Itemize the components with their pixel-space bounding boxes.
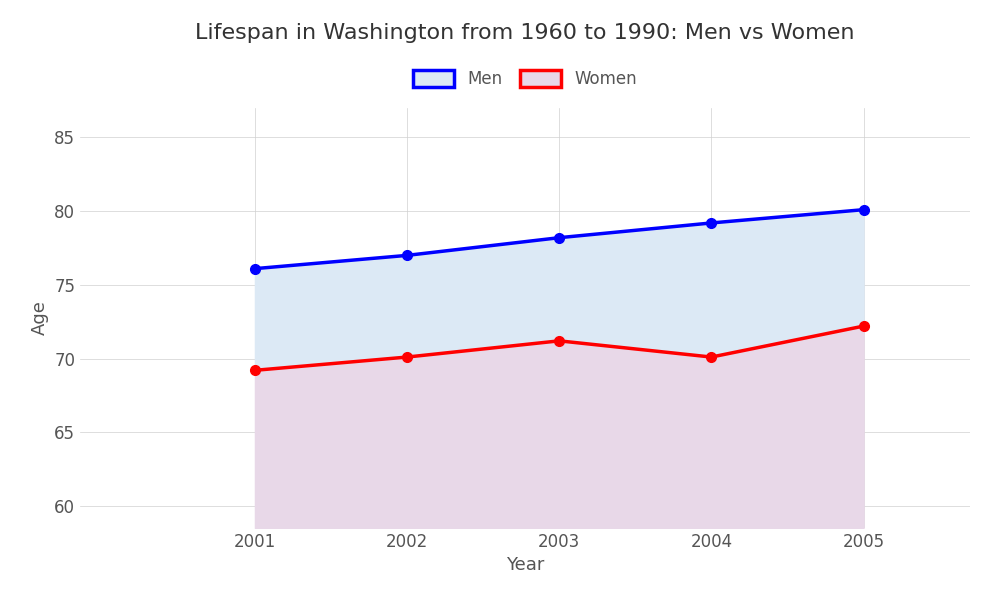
Legend: Men, Women: Men, Women — [404, 62, 646, 97]
X-axis label: Year: Year — [506, 556, 544, 574]
Y-axis label: Age: Age — [31, 301, 49, 335]
Title: Lifespan in Washington from 1960 to 1990: Men vs Women: Lifespan in Washington from 1960 to 1990… — [195, 23, 855, 43]
